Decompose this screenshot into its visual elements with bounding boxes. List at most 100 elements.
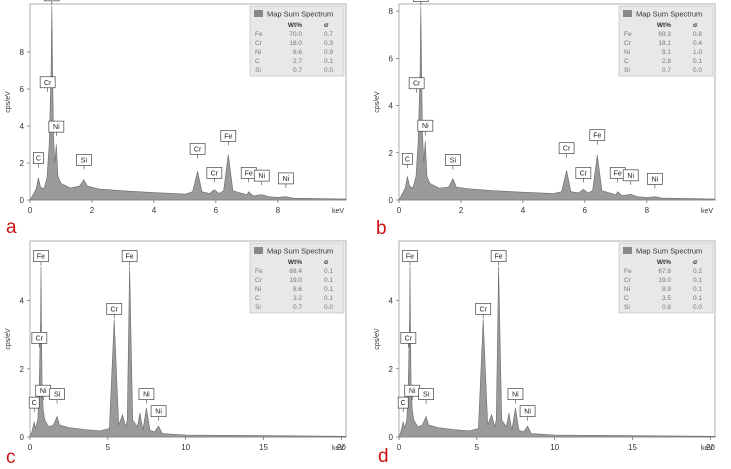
- legend-header-sigma: σ: [324, 259, 329, 266]
- legend-wt-value: 18.0: [289, 40, 302, 47]
- peak-label: Cr: [475, 303, 492, 319]
- x-tick-label: 4: [152, 206, 157, 215]
- legend-element: C: [624, 58, 629, 65]
- peak-label: Ni: [150, 405, 167, 421]
- peak-label: Ni: [417, 119, 434, 136]
- legend-wt-value: 0.7: [662, 67, 671, 74]
- x-tick-label: 0: [28, 443, 33, 452]
- svg-text:Si: Si: [450, 157, 457, 164]
- peak-label: Si: [445, 154, 461, 170]
- x-tick-label: 5: [106, 443, 111, 452]
- svg-text:Fe: Fe: [224, 133, 232, 140]
- peak-label: Cr: [400, 332, 417, 348]
- spectrum-chart-c: 0 5 10 15 20024keVcps/eVFeCrNiCSiCrFeNiNiMap…: [5, 240, 347, 452]
- peak-label: Cr: [575, 167, 592, 183]
- peak-label: Fe: [490, 250, 507, 266]
- y-axis-label: cps/eV: [374, 328, 381, 350]
- peak-label: Si: [49, 388, 65, 404]
- peak-label: Ni: [519, 405, 536, 421]
- legend-wt-value: 0.7: [293, 67, 302, 74]
- legend-element: Ni: [255, 286, 261, 293]
- legend-box: Map Sum Spectrum Wt% σ Fe 69.3 0.8 Cr 18.1 0.4 Ni…: [618, 5, 714, 77]
- legend-sigma-value: 0.0: [324, 67, 333, 74]
- legend-wt-value: 70.0: [289, 31, 302, 38]
- legend-element: Ni: [624, 49, 630, 56]
- svg-text:Ni: Ni: [409, 388, 416, 395]
- x-tick-label: 2: [459, 206, 464, 215]
- legend-sigma-value: 0.1: [693, 58, 702, 65]
- svg-text:Cr: Cr: [480, 306, 488, 313]
- y-tick-label: 4: [20, 122, 25, 131]
- peak-label: Ni: [48, 120, 65, 137]
- peak-label: Si: [418, 388, 434, 404]
- legend-sigma-value: 0.0: [693, 67, 702, 74]
- legend-sigma-value: 0.1: [324, 286, 333, 293]
- legend-sigma-value: 0.2: [693, 268, 702, 275]
- svg-text:Ni: Ni: [422, 123, 429, 130]
- x-tick-label: 10: [550, 443, 559, 452]
- svg-text:Fe: Fe: [593, 133, 601, 140]
- peak-label: Cr: [206, 167, 223, 183]
- y-tick-label: 8: [389, 7, 394, 16]
- x-tick-label: 4: [521, 206, 526, 215]
- spectrum-panel-b: 0 2 4 6 8 0 2 4 6 8 keV cps/eV Fe Cr Ni C Si Cr Fe Cr Fe Ni Ni…: [369, 0, 731, 232]
- legend-sigma-value: 0.9: [324, 49, 333, 56]
- x-tick-label: 0: [397, 206, 402, 215]
- legend-wt-value: 19.0: [289, 277, 302, 284]
- panel-letter-d: d: [378, 446, 389, 467]
- legend-sigma-value: 1.0: [693, 49, 702, 56]
- legend-element: Si: [255, 304, 261, 311]
- svg-text:C: C: [405, 156, 410, 163]
- legend-swatch: [623, 247, 632, 254]
- peak-label: Ni: [138, 388, 155, 404]
- y-tick-label: 0: [20, 196, 25, 205]
- legend-swatch: [254, 10, 263, 17]
- x-tick-label: 2: [90, 206, 95, 215]
- peak-label: Fe: [43, 0, 60, 5]
- x-tick-label: 0: [28, 206, 33, 215]
- legend-box: Map Sum Spectrum Wt% σ Fe 67.8 0.2 Cr 19.0 0.1 Ni…: [618, 242, 714, 314]
- legend-header-wt: Wt%: [657, 259, 671, 266]
- y-tick-label: 4: [20, 297, 25, 306]
- legend-sigma-value: 0.1: [693, 295, 702, 302]
- legend-element: Ni: [255, 49, 261, 56]
- spectrum-chart-d: 0 5 10 15 20024keVcps/eVFeCrNiCSiCrFeNiNiMap…: [374, 240, 716, 452]
- svg-text:Ni: Ni: [627, 173, 634, 180]
- x-tick-label: 8: [276, 206, 281, 215]
- x-tick-label: 8: [645, 206, 650, 215]
- legend-element: Fe: [624, 31, 632, 38]
- svg-text:Cr: Cr: [111, 306, 119, 313]
- panel-letter-b: b: [376, 218, 387, 239]
- legend-sigma-value: 0.1: [324, 295, 333, 302]
- svg-text:C: C: [36, 156, 41, 163]
- legend-wt-value: 8.9: [662, 286, 671, 293]
- svg-text:Fe: Fe: [245, 170, 253, 177]
- spectrum-chart-a: 0 2 4 6 8 0 2 4 6 8 keV cps/eV Fe Cr Ni C Si Cr Fe Cr Fe Ni Ni…: [5, 0, 347, 215]
- legend-header-sigma: σ: [693, 259, 698, 266]
- peak-label: C: [397, 396, 409, 413]
- svg-text:C: C: [32, 400, 37, 407]
- svg-text:Ni: Ni: [143, 392, 150, 399]
- peak-label: Ni: [253, 169, 270, 186]
- svg-text:Cr: Cr: [580, 170, 588, 177]
- svg-text:Ni: Ni: [155, 409, 162, 416]
- svg-text:Fe: Fe: [126, 254, 134, 261]
- legend-box: Map Sum Spectrum Wt% σ Fe 70.0 0.7 Cr 18.0 0.3 Ni…: [249, 5, 345, 77]
- peak-label: Cr: [31, 332, 48, 348]
- y-tick-label: 6: [20, 85, 25, 94]
- svg-text:Si: Si: [54, 392, 61, 399]
- legend-wt-value: 18.1: [658, 40, 671, 47]
- legend-sigma-value: 0.0: [324, 304, 333, 311]
- legend-element: C: [624, 295, 629, 302]
- legend-sigma-value: 0.7: [324, 31, 333, 38]
- svg-text:C: C: [401, 400, 406, 407]
- panel-letter-a: a: [6, 217, 17, 238]
- peak-label: Cr: [189, 142, 206, 159]
- legend-element: Fe: [255, 268, 263, 275]
- x-tick-label: 5: [475, 443, 480, 452]
- peak-label: Cr: [408, 77, 425, 93]
- svg-text:Si: Si: [423, 392, 430, 399]
- y-axis-label: cps/eV: [374, 91, 381, 113]
- spectrum-area: [398, 266, 716, 438]
- legend-sigma-value: 0.1: [324, 58, 333, 65]
